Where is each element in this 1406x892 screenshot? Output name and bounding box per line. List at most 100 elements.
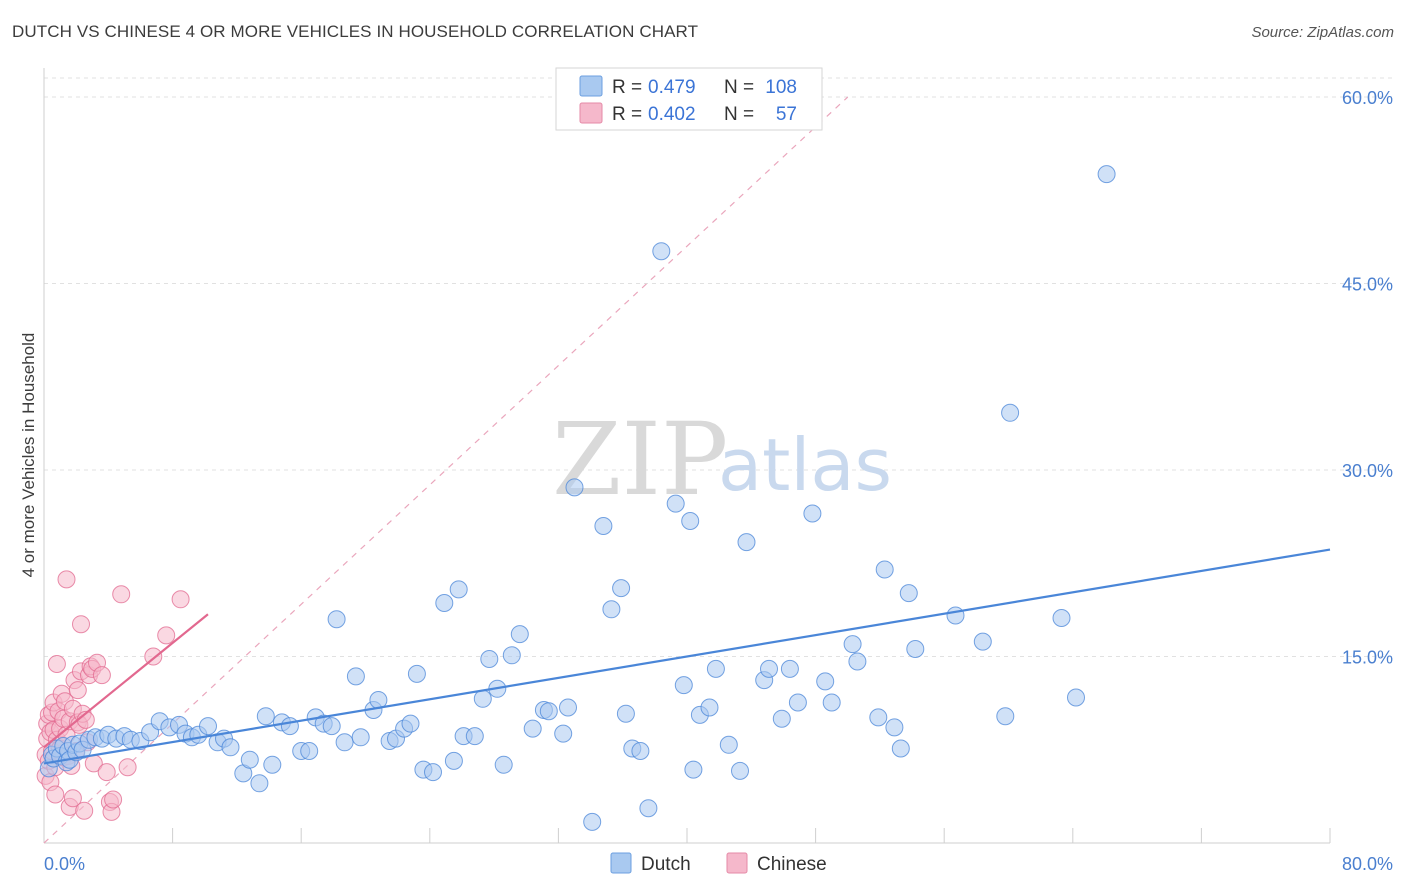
dutch-point bbox=[199, 717, 217, 736]
dutch-point bbox=[891, 739, 910, 758]
legend-r-value-chinese: 0.402 bbox=[648, 104, 696, 125]
dutch-point bbox=[256, 707, 275, 726]
dutch-trend-line bbox=[43, 548, 1331, 765]
trend-lines bbox=[43, 548, 1331, 765]
dutch-point bbox=[280, 717, 299, 736]
y-tick-labels: 15.0% 30.0% 45.0% 60.0% bbox=[1342, 88, 1393, 668]
dutch-point bbox=[899, 584, 918, 603]
legend-r-label-chinese: R = bbox=[612, 104, 642, 125]
y-tick-label: 30.0% bbox=[1342, 461, 1393, 481]
dutch-point bbox=[502, 646, 521, 665]
dutch-point bbox=[494, 755, 513, 774]
chinese-point bbox=[112, 585, 131, 604]
x-tick-label-max: 80.0% bbox=[1342, 854, 1393, 874]
dutch-point bbox=[221, 738, 240, 757]
dutch-point bbox=[300, 742, 319, 760]
dutch-point bbox=[760, 659, 778, 678]
dutch-point bbox=[973, 632, 992, 651]
dutch-point bbox=[684, 760, 703, 779]
dutch-point bbox=[424, 763, 442, 782]
dutch-point bbox=[583, 812, 602, 831]
watermark-atlas: atlas bbox=[718, 423, 892, 507]
legend-swatch-dutch bbox=[579, 75, 603, 97]
chinese-point bbox=[68, 681, 87, 700]
dutch-point bbox=[346, 667, 365, 686]
dutch-point bbox=[843, 635, 862, 654]
dutch-point bbox=[602, 600, 621, 619]
legend-n-value-chinese: 57 bbox=[776, 104, 797, 125]
dutch-point bbox=[240, 750, 259, 769]
dutch-point bbox=[263, 755, 282, 774]
chinese-point bbox=[57, 570, 76, 589]
dutch-point bbox=[559, 698, 577, 717]
dutch-point bbox=[869, 708, 888, 727]
dutch-point bbox=[772, 709, 791, 728]
dutch-point bbox=[1097, 165, 1116, 184]
dutch-point bbox=[639, 799, 658, 818]
chinese-trend-line bbox=[43, 613, 209, 749]
dutch-point bbox=[700, 698, 719, 717]
chinese-points bbox=[36, 570, 190, 821]
legend-n-label-dutch: N = bbox=[724, 77, 754, 98]
dutch-point bbox=[554, 724, 573, 743]
chart-title: DUTCH VS CHINESE 4 OR MORE VEHICLES IN H… bbox=[12, 22, 699, 41]
dutch-point bbox=[594, 517, 613, 535]
dutch-point bbox=[407, 664, 426, 683]
dutch-point bbox=[803, 504, 822, 523]
chinese-point bbox=[75, 801, 94, 820]
chinese-point bbox=[63, 789, 82, 808]
y-tick-label: 45.0% bbox=[1342, 275, 1393, 295]
chinese-point bbox=[92, 666, 111, 685]
watermark-zip: ZIP bbox=[552, 401, 728, 518]
y-tick-label: 15.0% bbox=[1342, 648, 1393, 668]
dutch-point bbox=[822, 693, 841, 712]
dutch-point bbox=[816, 672, 835, 691]
chinese-point bbox=[72, 615, 90, 634]
dutch-point bbox=[652, 242, 671, 261]
dutch-point bbox=[780, 659, 799, 678]
dutch-point bbox=[666, 494, 685, 513]
series-legend-swatch-chinese bbox=[726, 852, 748, 874]
dutch-point bbox=[444, 751, 463, 770]
dutch-point bbox=[480, 650, 499, 668]
dutch-point bbox=[539, 702, 558, 721]
dutch-point bbox=[1052, 609, 1071, 627]
chinese-point bbox=[171, 590, 190, 609]
chinese-point bbox=[157, 626, 176, 645]
dutch-point bbox=[906, 640, 925, 658]
chinese-point bbox=[104, 790, 123, 809]
dutch-point bbox=[719, 735, 738, 754]
legend-r-value-dutch: 0.479 bbox=[648, 77, 696, 98]
stats-legend: R = 0.479 N = 108 R = 0.402 N = 57 bbox=[555, 67, 823, 131]
dutch-point bbox=[885, 718, 904, 737]
watermark: ZIP atlas bbox=[552, 401, 892, 518]
dutch-point bbox=[510, 625, 529, 644]
dutch-point bbox=[674, 676, 693, 695]
x-tick-labels: 0.0% 80.0% bbox=[44, 854, 1393, 874]
y-axis-label: 4 or more Vehicles in Household bbox=[19, 333, 38, 578]
dutch-point bbox=[1067, 688, 1085, 707]
dutch-point bbox=[250, 774, 269, 793]
dutch-point bbox=[1001, 403, 1020, 422]
series-legend-swatch-dutch bbox=[610, 852, 632, 874]
dutch-point bbox=[335, 733, 354, 752]
dutch-point bbox=[616, 704, 635, 723]
dutch-point bbox=[401, 714, 420, 733]
series-legend-chinese: Chinese bbox=[757, 854, 827, 875]
dutch-point bbox=[788, 693, 807, 712]
dutch-point bbox=[565, 478, 584, 497]
dutch-point bbox=[848, 652, 867, 671]
chinese-point bbox=[47, 655, 66, 673]
dutch-point bbox=[706, 659, 725, 678]
legend-swatch-chinese bbox=[579, 102, 603, 124]
dutch-point bbox=[465, 727, 484, 746]
dutch-point bbox=[322, 717, 341, 736]
dutch-point bbox=[946, 606, 965, 625]
series-legend-dutch: Dutch bbox=[641, 854, 691, 875]
axes bbox=[43, 68, 1331, 844]
chinese-point bbox=[118, 758, 137, 777]
dutch-point bbox=[435, 594, 454, 612]
dutch-point bbox=[351, 728, 370, 747]
gridlines bbox=[44, 77, 1393, 657]
